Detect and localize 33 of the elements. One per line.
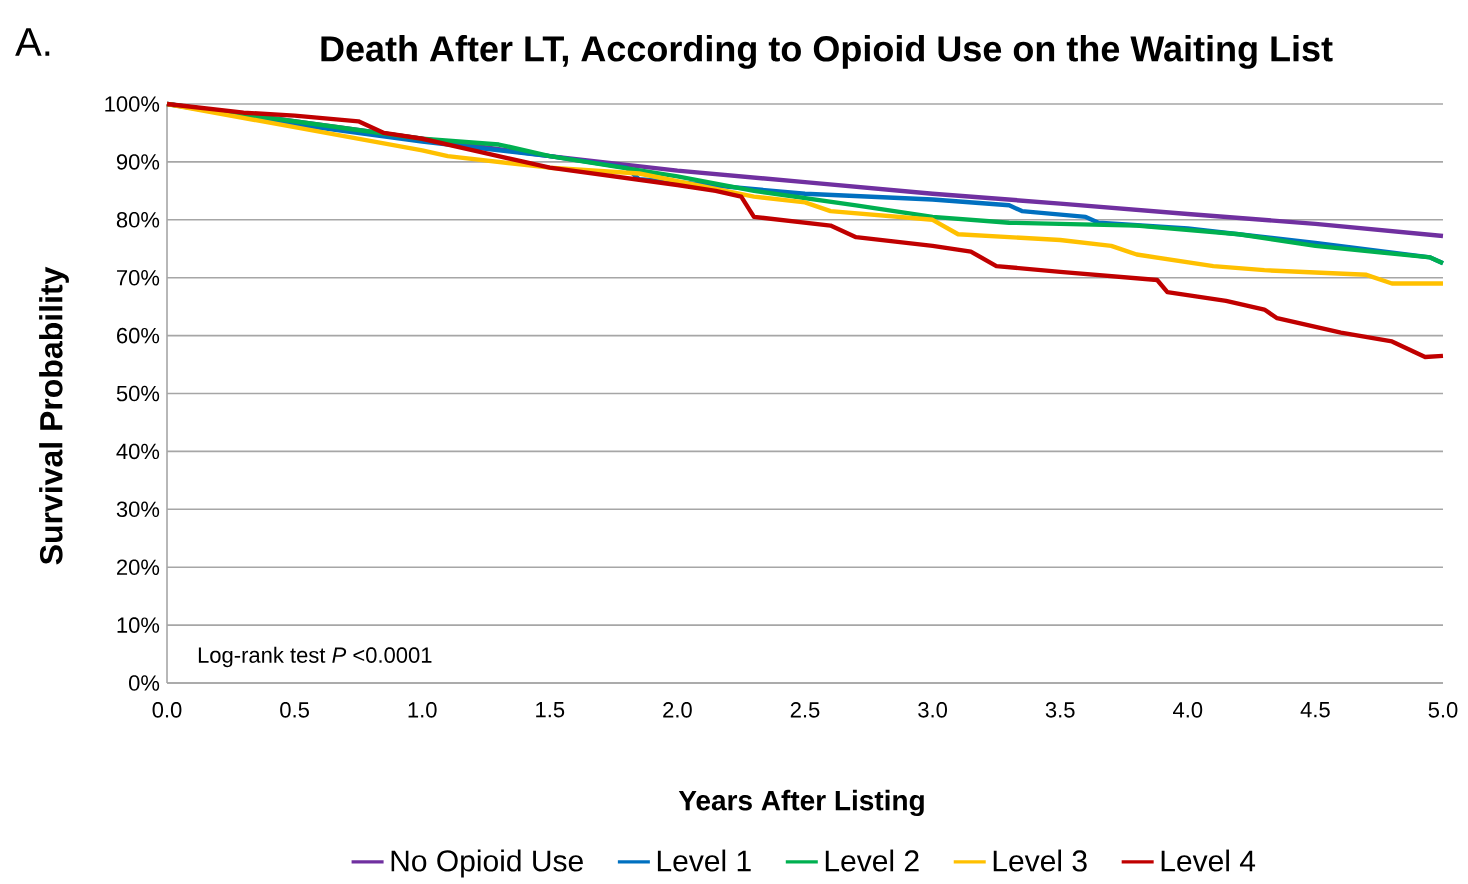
- annotation: Log-rank test P <0.0001: [198, 646, 432, 668]
- x-tick-label: 2.0: [663, 702, 692, 718]
- y-tick-label: 30%: [116, 501, 160, 518]
- legend-label: Level 3: [993, 849, 1087, 872]
- line-series: [164, 101, 1446, 360]
- y-tick-label: 70%: [117, 269, 160, 286]
- legend-label: Level 4: [1161, 849, 1256, 872]
- x-tick-label: 5.0: [1428, 702, 1458, 718]
- y-tick-label: 40%: [116, 443, 160, 460]
- x-tick-label: 1.0: [408, 702, 437, 718]
- text: A.: [15, 28, 50, 56]
- legend-label: Level 1: [657, 849, 751, 872]
- x-tick-label: 2.5: [790, 702, 820, 718]
- x-tick-label: 4.0: [1173, 702, 1203, 718]
- x-axis-title: Years After Listing: [678, 789, 924, 817]
- y-tick-label: 90%: [116, 154, 160, 170]
- chart-title: Death After LT, According to Opioid Use on the Waiting List: [321, 35, 1333, 69]
- y-tick-label: 80%: [116, 212, 160, 228]
- y-tick-label: 100%: [105, 96, 160, 112]
- x-tick-label: 1.5: [536, 702, 565, 718]
- y-axis-title: Survival Probability: [39, 266, 69, 565]
- y-tick-label: 10%: [117, 617, 160, 633]
- x-tick-label: 3.0: [918, 702, 948, 718]
- x-tick-label: 3.5: [1045, 702, 1075, 718]
- y-tick-label: 0%: [129, 675, 160, 691]
- legend-label: No Opioid Use: [391, 849, 583, 878]
- x-tick-label: 0.0: [152, 702, 182, 718]
- x-tick-label: 4.5: [1300, 702, 1330, 718]
- x-tick-label: 0.5: [280, 702, 309, 718]
- y-tick-label: 50%: [116, 385, 160, 402]
- y-tick-label: 60%: [117, 327, 160, 344]
- legend-label: Level 2: [825, 849, 919, 872]
- y-tick-label: 20%: [117, 559, 160, 575]
